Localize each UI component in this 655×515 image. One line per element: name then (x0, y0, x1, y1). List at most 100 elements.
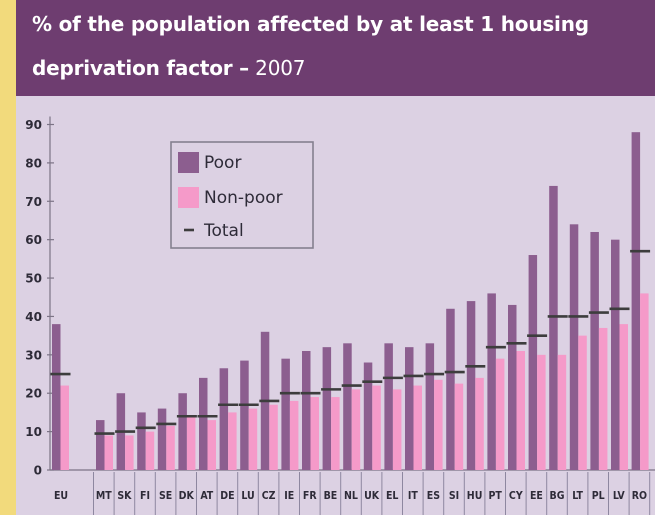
bar-non-poor-nl (351, 389, 361, 470)
bar-chart: 0 10 20 30 40 50 60 70 80 90 EU MT SK FI SE DK AT DE LU CZ I… (25, 116, 655, 515)
x-tick-label-es: ES (427, 490, 440, 502)
y-tick-label: 70 (25, 195, 42, 209)
bar-non-poor-es (434, 379, 443, 470)
bar-poor-eu (52, 324, 61, 470)
bar-poor-at (199, 377, 208, 470)
bar-non-poor-pl (598, 327, 608, 470)
x-tick-label-lt: LT (572, 490, 583, 502)
bar-poor-mt (96, 420, 105, 470)
x-tick-label-sk: SK (117, 490, 132, 502)
bar-non-poor-cz (269, 404, 278, 470)
bar-poor-lv (611, 239, 620, 470)
bar-non-poor-hu (475, 377, 484, 470)
bar-non-poor-fi (145, 431, 155, 470)
bar-non-poor-lu (248, 408, 258, 470)
x-tick-label-bg: BG (550, 490, 565, 502)
bar-poor-se (157, 408, 167, 470)
legend-label-poor: Poor (204, 153, 241, 173)
bar-poor-lt (569, 224, 579, 470)
bar-poor-be (322, 347, 332, 470)
bar-poor-hu (466, 301, 476, 470)
chart-header: % of the population affected by at least… (16, 0, 655, 96)
bar-non-poor-si (454, 383, 464, 470)
bar-non-poor-cy (516, 350, 525, 470)
legend-label-total: Total (203, 221, 244, 241)
bar-poor-cy (508, 304, 517, 470)
chart-title-line-1: % of the population affected by at least… (32, 12, 589, 36)
plot-area: 0 10 20 30 40 50 60 70 80 90 EU MT SK FI SE DK AT DE LU CZ I… (16, 96, 655, 515)
y-tick-label: 60 (25, 233, 42, 247)
bar-non-poor-de (228, 412, 237, 470)
bar-non-poor-bg (557, 354, 567, 470)
x-tick-label-pt: PT (489, 490, 503, 502)
bar-poor-ro (631, 132, 641, 470)
x-tick-label-mt: MT (96, 490, 112, 502)
bar-poor-lu (240, 360, 249, 470)
bar-poor-de (219, 368, 229, 470)
bar-poor-it (405, 347, 414, 470)
x-tick-label-de: DE (220, 490, 234, 502)
y-tick-label: 90 (25, 118, 42, 132)
legend-label-non-poor: Non-poor (204, 188, 283, 208)
y-tick-label: 30 (25, 348, 42, 362)
bar-non-poor-at (207, 420, 216, 470)
y-tick-label: 10 (25, 425, 42, 439)
bar-non-poor-mt (104, 435, 113, 470)
bar-non-poor-el (392, 389, 402, 470)
x-tick-label-hu: HU (467, 490, 483, 502)
bar-non-poor-pt (495, 358, 505, 470)
y-tick-label: 20 (25, 387, 42, 401)
bar-non-poor-ro (640, 293, 649, 470)
x-tick-label-uk: UK (364, 490, 380, 502)
legend-swatch-non-poor (178, 187, 199, 208)
bar-non-poor-sk (125, 435, 134, 470)
chart-title-line-2: deprivation factor – 2007 (32, 56, 306, 80)
x-tick-label-nl: NL (344, 490, 358, 502)
bar-poor-fi (137, 412, 146, 470)
bar-non-poor-lt (578, 335, 587, 470)
x-tick-label-lv: LV (613, 490, 626, 502)
x-tick-label-cz: CZ (262, 490, 276, 502)
y-tick-label: 80 (25, 156, 42, 170)
bar-poor-nl (343, 343, 352, 470)
x-tick-label-at: AT (200, 490, 213, 502)
bar-poor-si (446, 308, 455, 470)
bar-poor-pt (487, 293, 496, 470)
bar-poor-uk (363, 362, 373, 470)
bar-poor-pl (590, 231, 599, 470)
bar-poor-ee (528, 255, 538, 470)
bar-non-poor-be (331, 397, 340, 470)
bar-poor-ie (281, 358, 290, 470)
x-tick-label-fi: FI (140, 490, 150, 502)
x-tick-label-it: IT (408, 490, 419, 502)
y-tick-label: 0 (34, 464, 42, 478)
x-tick-label-be: BE (324, 490, 338, 502)
x-tick-label-ee: EE (530, 490, 543, 502)
bar-poor-fr (302, 350, 311, 470)
chart-title-year: 2007 (255, 56, 306, 80)
x-tick-label-dk: DK (179, 490, 195, 502)
bar-non-poor-uk (372, 385, 381, 470)
bar-poor-es (425, 343, 435, 470)
bar-non-poor-lv (619, 324, 628, 470)
bar-non-poor-ee (537, 354, 546, 470)
x-tick-label-lu: LU (241, 490, 254, 502)
x-tick-label-pl: PL (592, 490, 605, 502)
y-tick-label: 40 (25, 310, 42, 324)
y-tick-label: 50 (25, 272, 42, 286)
legend-box (170, 141, 314, 249)
x-tick-label-cy: CY (509, 490, 523, 502)
x-tick-label-eu: EU (54, 490, 68, 502)
bar-non-poor-se (166, 425, 175, 470)
x-tick-label-ro: RO (632, 490, 647, 502)
x-tick-label-el: EL (386, 490, 398, 502)
bar-poor-bg (549, 185, 558, 470)
legend-swatch-poor (178, 152, 199, 173)
x-tick-label-fr: FR (303, 490, 317, 502)
bar-non-poor-it (413, 385, 422, 470)
bar-poor-dk (178, 393, 187, 470)
x-tick-label-si: SI (449, 490, 459, 502)
bar-non-poor-eu (60, 385, 69, 470)
bar-poor-el (384, 343, 393, 470)
